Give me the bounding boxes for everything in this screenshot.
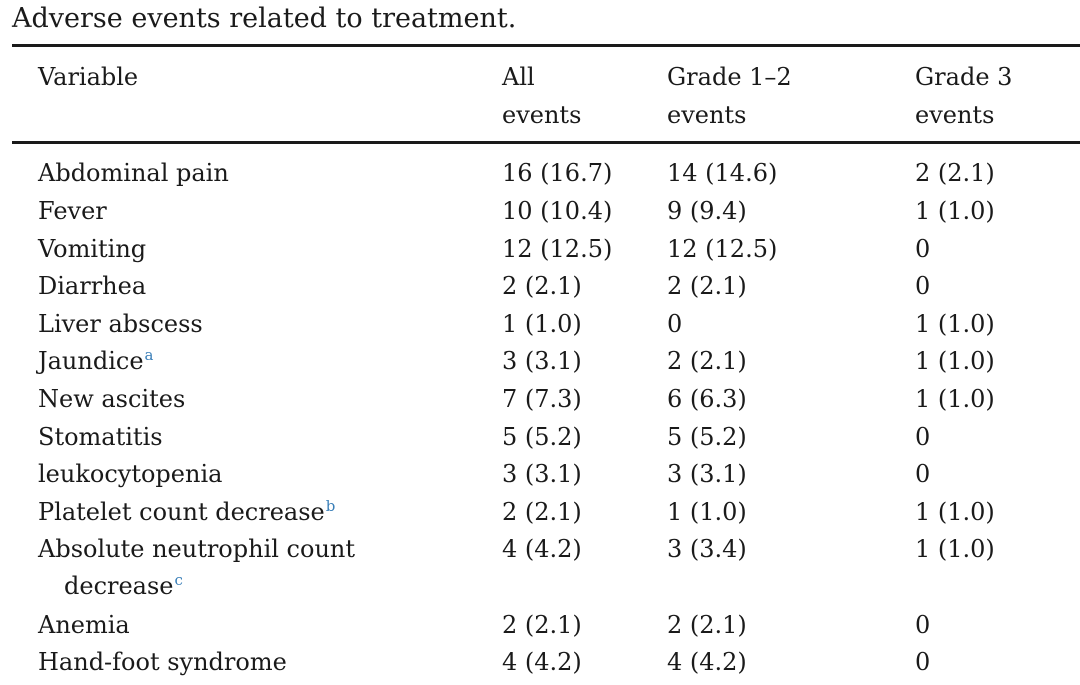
table-top-rule	[12, 44, 1080, 47]
cell-grade3: 0	[915, 611, 931, 639]
cell-grade3: 2 (2.1)	[915, 159, 995, 187]
cell-grade3: 0	[915, 235, 931, 263]
footnote-marker[interactable]: a	[144, 346, 154, 364]
cell-grade12: 2 (2.1)	[667, 347, 747, 375]
row-variable: Platelet count decreaseb	[38, 493, 335, 531]
row-variable: Diarrhea	[38, 272, 147, 300]
header-grade12-line2: events	[667, 101, 747, 129]
row-variable: Stomatitis	[38, 423, 163, 451]
cell-grade12: 0	[667, 310, 683, 338]
header-variable: Variable	[38, 63, 139, 91]
cell-grade3: 1 (1.0)	[915, 197, 995, 225]
cell-grade12: 9 (9.4)	[667, 197, 747, 225]
cell-all-events: 4 (4.2)	[502, 648, 582, 676]
row-variable-continuation: decreasec	[64, 567, 183, 605]
footnote-marker[interactable]: b	[325, 497, 336, 515]
row-variable: Anemia	[38, 611, 130, 639]
row-variable-text: Platelet count decrease	[38, 498, 325, 526]
cell-all-events: 10 (10.4)	[502, 197, 613, 225]
cell-grade3: 1 (1.0)	[915, 347, 995, 375]
cell-grade12: 1 (1.0)	[667, 498, 747, 526]
row-variable: Vomiting	[38, 235, 147, 263]
cell-grade12: 14 (14.6)	[667, 159, 778, 187]
table-caption: Adverse events related to treatment.	[12, 3, 517, 34]
cell-grade12: 2 (2.1)	[667, 611, 747, 639]
cell-grade3: 0	[915, 460, 931, 488]
cell-all-events: 4 (4.2)	[502, 535, 582, 563]
cell-all-events: 12 (12.5)	[502, 235, 613, 263]
row-variable: Hand-foot syndrome	[38, 648, 287, 676]
cell-grade3: 1 (1.0)	[915, 385, 995, 413]
row-variable: New ascites	[38, 385, 186, 413]
footnote-marker[interactable]: c	[174, 571, 183, 589]
header-all-events-line2: events	[502, 101, 582, 129]
header-grade3-line2: events	[915, 101, 995, 129]
cell-all-events: 3 (3.1)	[502, 460, 582, 488]
header-grade12-line1: Grade 1–2	[667, 63, 792, 91]
row-variable: Fever	[38, 197, 107, 225]
row-variable-text: decrease	[64, 572, 174, 600]
cell-all-events: 1 (1.0)	[502, 310, 582, 338]
cell-grade3: 1 (1.0)	[915, 310, 995, 338]
cell-grade3: 1 (1.0)	[915, 498, 995, 526]
cell-all-events: 2 (2.1)	[502, 272, 582, 300]
cell-all-events: 7 (7.3)	[502, 385, 582, 413]
row-variable: leukocytopenia	[38, 460, 223, 488]
cell-grade12: 6 (6.3)	[667, 385, 747, 413]
row-variable: Liver abscess	[38, 310, 203, 338]
cell-all-events: 16 (16.7)	[502, 159, 613, 187]
cell-grade12: 12 (12.5)	[667, 235, 778, 263]
cell-grade3: 0	[915, 648, 931, 676]
cell-all-events: 2 (2.1)	[502, 611, 582, 639]
row-variable: Absolute neutrophil count	[38, 535, 356, 563]
header-grade3-line1: Grade 3	[915, 63, 1013, 91]
cell-grade3: 0	[915, 423, 931, 451]
cell-grade12: 2 (2.1)	[667, 272, 747, 300]
header-all-events-line1: All	[502, 63, 535, 91]
cell-grade3: 0	[915, 272, 931, 300]
cell-grade12: 5 (5.2)	[667, 423, 747, 451]
cell-all-events: 2 (2.1)	[502, 498, 582, 526]
row-variable: Abdominal pain	[38, 159, 229, 187]
row-variable: Jaundicea	[38, 342, 153, 380]
cell-grade12: 3 (3.4)	[667, 535, 747, 563]
cell-grade3: 1 (1.0)	[915, 535, 995, 563]
cell-grade12: 4 (4.2)	[667, 648, 747, 676]
cell-all-events: 3 (3.1)	[502, 347, 582, 375]
table-header-rule	[12, 141, 1080, 144]
cell-grade12: 3 (3.1)	[667, 460, 747, 488]
cell-all-events: 5 (5.2)	[502, 423, 582, 451]
row-variable-text: Jaundice	[38, 347, 144, 375]
